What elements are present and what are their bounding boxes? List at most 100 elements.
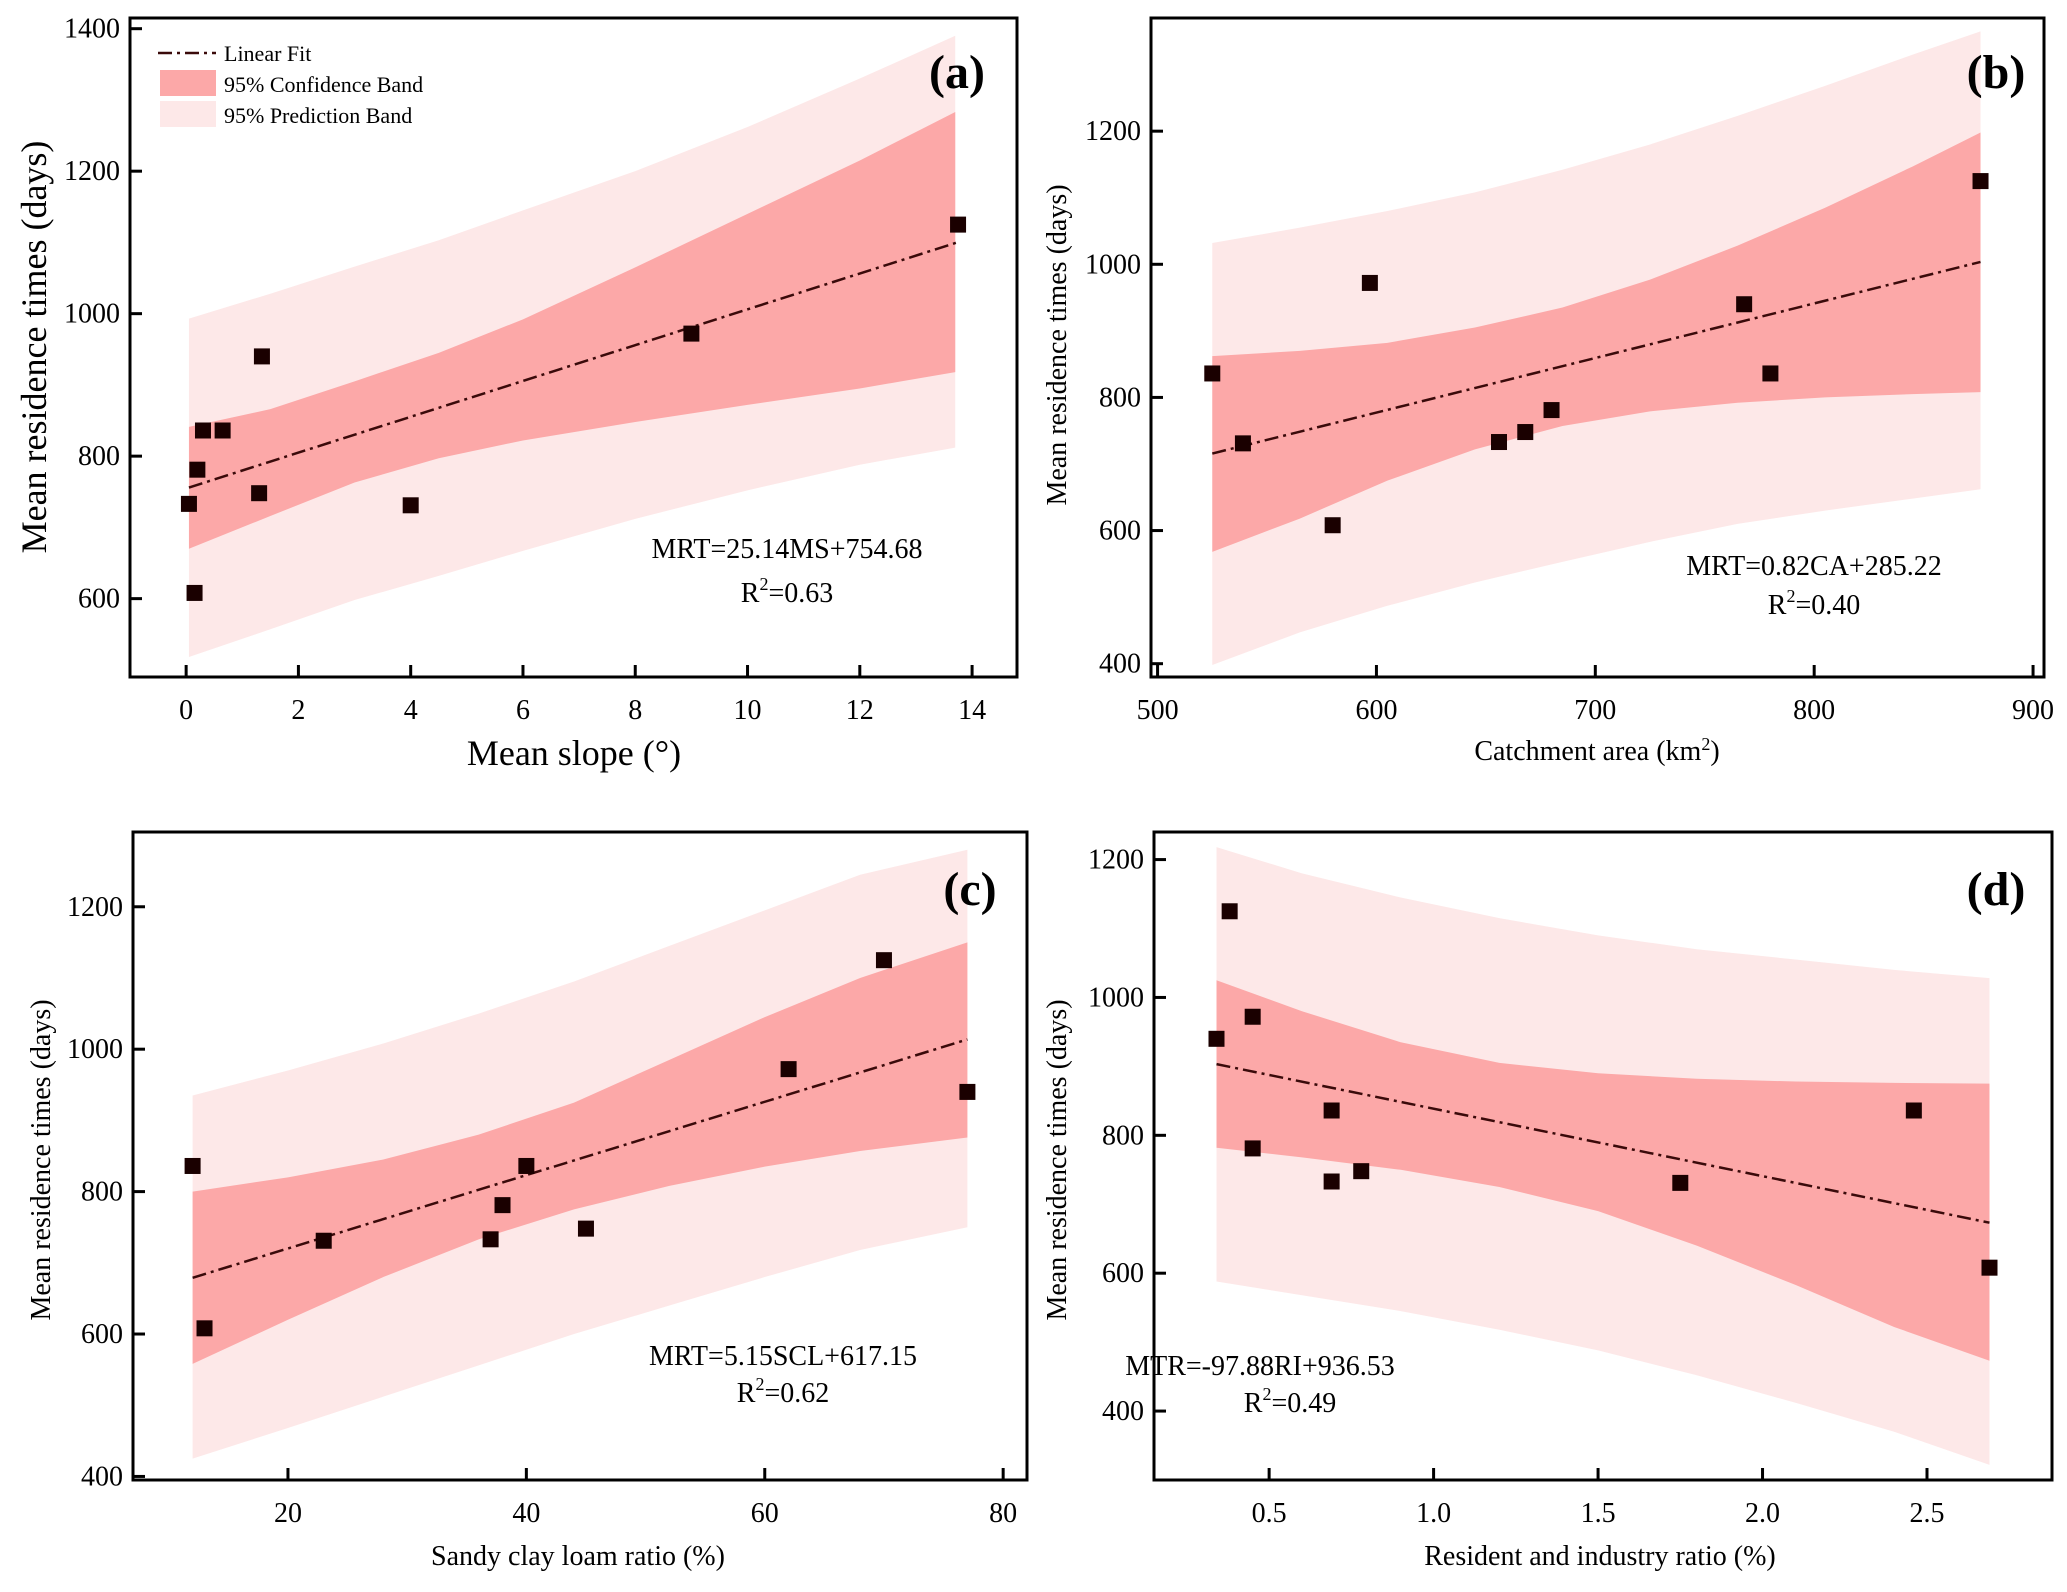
confidence-band-d bbox=[1216, 980, 1990, 1361]
y-tick-label-c-4: 1200 bbox=[67, 892, 123, 923]
data-point-d-3 bbox=[1244, 1140, 1261, 1157]
panel-label-a: (a) bbox=[929, 46, 985, 99]
panel-b: 500 600 700 800 900 400 600 800 1000 1200 bbox=[1085, 16, 2054, 726]
x-tick-label-c-3: 80 bbox=[989, 1498, 1017, 1529]
y-tick-label-b-3: 1000 bbox=[1085, 249, 1141, 280]
plot-frame-d bbox=[1152, 830, 2054, 1482]
x-axis-label-d: Resident and industry ratio (%) bbox=[1424, 1541, 1775, 1572]
data-point-a-6 bbox=[253, 348, 270, 365]
x-tick-label-a-1: 2 bbox=[291, 695, 305, 726]
plot-frame-c bbox=[131, 830, 1029, 1482]
x-tick-label-d-3: 2.0 bbox=[1745, 1498, 1780, 1529]
y-tick-label-c-0: 400 bbox=[81, 1461, 123, 1492]
panel-c: 20 40 60 80 400 600 800 1000 1200 bbox=[67, 830, 1029, 1529]
y-tick-label-d-2: 800 bbox=[1102, 1120, 1144, 1151]
data-point-c-0 bbox=[184, 1157, 201, 1174]
data-point-a-4 bbox=[214, 422, 231, 439]
panel-label-b: (b) bbox=[1967, 46, 2026, 99]
plot-frame-a bbox=[128, 16, 1019, 679]
x-tick-label-a-3: 6 bbox=[516, 695, 530, 726]
x-tick-label-b-3: 800 bbox=[1793, 695, 1835, 726]
x-tick-label-c-2: 60 bbox=[751, 1498, 779, 1529]
x-tick-label-d-0: 0.5 bbox=[1252, 1498, 1287, 1529]
y-tick-label-a-1: 800 bbox=[78, 441, 120, 472]
x-tick-label-a-6: 12 bbox=[846, 695, 874, 726]
y-tick-label-c-3: 1000 bbox=[67, 1034, 123, 1065]
y-tick-label-d-1: 600 bbox=[1102, 1258, 1144, 1289]
data-point-d-0 bbox=[1208, 1030, 1225, 1047]
data-point-c-5 bbox=[518, 1157, 535, 1174]
data-point-b-1 bbox=[1234, 435, 1251, 452]
r2-b: R2=0.40 bbox=[1768, 586, 1860, 621]
r2-c: R2=0.62 bbox=[737, 1374, 829, 1409]
x-tick-label-c-0: 20 bbox=[274, 1498, 302, 1529]
data-point-d-6 bbox=[1353, 1163, 1370, 1180]
linear-fit-line-d bbox=[1216, 1062, 1990, 1224]
data-point-c-6 bbox=[577, 1220, 594, 1237]
data-point-b-0 bbox=[1204, 365, 1221, 382]
x-tick-label-a-4: 8 bbox=[628, 695, 642, 726]
data-point-c-7 bbox=[780, 1061, 797, 1078]
x-tick-label-a-7: 14 bbox=[958, 695, 986, 726]
data-point-a-5 bbox=[251, 485, 268, 502]
confidence-band-c bbox=[192, 942, 968, 1364]
panel-label-c: (c) bbox=[943, 863, 996, 916]
y-axis-label-a: Mean residence times (days) bbox=[14, 141, 54, 554]
y-tick-label-b-0: 400 bbox=[1099, 649, 1141, 680]
y-tick-label-b-4: 1200 bbox=[1085, 116, 1141, 147]
data-point-b-7 bbox=[1736, 296, 1753, 313]
legend-prediction-label: 95% Prediction Band bbox=[224, 103, 412, 128]
x-tick-label-a-2: 4 bbox=[404, 695, 418, 726]
data-point-b-4 bbox=[1491, 434, 1508, 451]
data-point-c-9 bbox=[959, 1083, 976, 1100]
panel-a: 0 2 4 6 8 10 12 14 600 800 1000 1200 1400 bbox=[64, 14, 1019, 726]
y-axis-label-d: Mean residence times (days) bbox=[1042, 999, 1073, 1320]
data-point-d-1 bbox=[1221, 903, 1238, 920]
y-tick-label-c-1: 600 bbox=[81, 1319, 123, 1350]
y-tick-label-a-0: 600 bbox=[78, 584, 120, 615]
data-point-b-6 bbox=[1543, 402, 1560, 419]
confidence-band-a bbox=[188, 112, 956, 549]
plot-frame-b bbox=[1149, 16, 2046, 679]
data-point-c-2 bbox=[315, 1232, 332, 1249]
legend-prediction-swatch bbox=[160, 101, 216, 127]
x-axis-label-a: Mean slope (°) bbox=[467, 733, 681, 773]
x-tick-label-d-2: 1.5 bbox=[1581, 1498, 1616, 1529]
y-tick-label-b-1: 600 bbox=[1099, 516, 1141, 547]
confidence-band-b bbox=[1212, 132, 1981, 552]
equation-d: MTR=-97.88RI+936.53 bbox=[1125, 1351, 1395, 1382]
data-point-b-3 bbox=[1361, 274, 1378, 291]
data-point-c-4 bbox=[494, 1197, 511, 1214]
x-tick-label-b-0: 500 bbox=[1137, 695, 1179, 726]
x-tick-label-c-1: 40 bbox=[512, 1498, 540, 1529]
y-tick-label-d-3: 1000 bbox=[1088, 982, 1144, 1013]
equation-a: MRT=25.14MS+754.68 bbox=[651, 534, 922, 565]
y-tick-label-b-2: 800 bbox=[1099, 382, 1141, 413]
x-tick-label-a-5: 10 bbox=[734, 695, 762, 726]
y-axis-label-c: Mean residence times (days) bbox=[26, 999, 57, 1320]
data-point-d-8 bbox=[1905, 1102, 1922, 1119]
data-point-d-5 bbox=[1323, 1173, 1340, 1190]
legend-linear-fit-label: Linear Fit bbox=[224, 41, 311, 66]
legend-confidence-swatch bbox=[160, 70, 216, 96]
legend: Linear Fit 95% Confidence Band 95% Predi… bbox=[158, 41, 423, 128]
data-point-c-8 bbox=[875, 952, 892, 969]
data-point-a-3 bbox=[194, 422, 211, 439]
data-point-b-9 bbox=[1972, 173, 1989, 190]
data-point-a-1 bbox=[186, 584, 203, 601]
y-tick-label-d-4: 1200 bbox=[1088, 845, 1144, 876]
data-point-a-8 bbox=[683, 325, 700, 342]
data-point-d-2 bbox=[1244, 1008, 1261, 1025]
x-tick-label-a-0: 0 bbox=[179, 695, 193, 726]
y-tick-label-a-2: 1000 bbox=[64, 299, 120, 330]
data-point-a-7 bbox=[402, 497, 419, 514]
x-tick-label-b-1: 600 bbox=[1355, 695, 1397, 726]
r2-a: R2=0.63 bbox=[741, 574, 833, 609]
data-point-d-4 bbox=[1323, 1102, 1340, 1119]
data-point-b-2 bbox=[1324, 517, 1341, 534]
data-point-b-5 bbox=[1517, 424, 1534, 441]
data-point-c-1 bbox=[196, 1320, 213, 1337]
y-tick-label-c-2: 800 bbox=[81, 1177, 123, 1208]
legend-confidence-label: 95% Confidence Band bbox=[224, 72, 423, 97]
